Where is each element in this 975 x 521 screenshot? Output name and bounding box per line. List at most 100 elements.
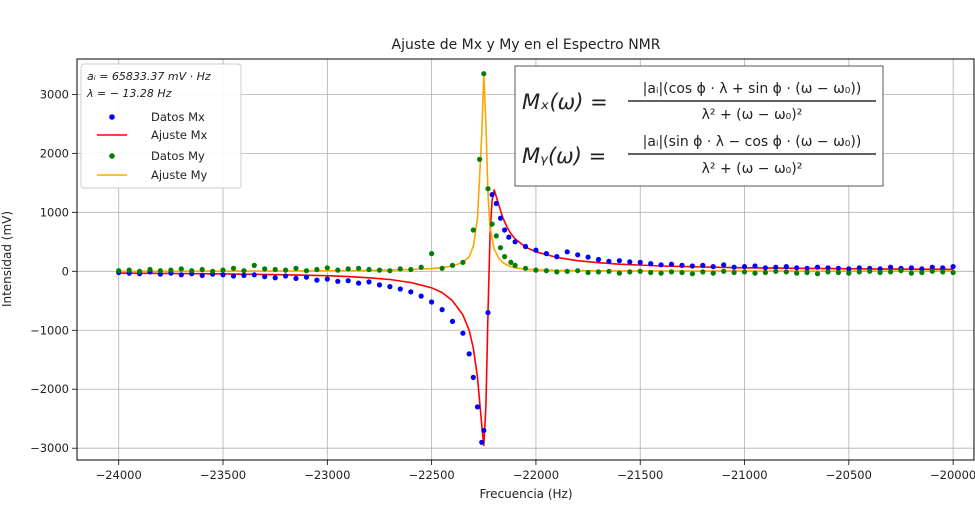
- point-datos-my: [387, 268, 393, 274]
- point-datos-mx: [485, 310, 491, 316]
- point-datos-mx: [616, 258, 623, 264]
- formula-my-numerator: |aᵢ|(sin ϕ · λ − cos ϕ · (ω − ω₀)): [643, 134, 862, 150]
- point-datos-mx: [335, 278, 341, 284]
- point-datos-mx: [814, 264, 821, 270]
- point-datos-mx: [825, 265, 831, 271]
- point-datos-mx: [606, 258, 612, 264]
- y-tick-label: 3000: [40, 87, 69, 101]
- point-datos-mx: [846, 266, 852, 272]
- point-datos-my: [606, 268, 612, 274]
- x-axis-ticks: −24000 −23500 −23000 −22500 −22000 −21500 −210…: [96, 460, 975, 482]
- point-datos-my: [324, 265, 330, 271]
- legend-label-datos-mx: Datos Mx: [151, 110, 205, 124]
- point-datos-my: [485, 186, 491, 192]
- point-datos-mx: [762, 265, 769, 271]
- x-tick-label: −21500: [617, 468, 663, 482]
- point-datos-mx: [366, 279, 372, 285]
- point-datos-mx: [773, 264, 779, 270]
- point-datos-my: [439, 265, 445, 271]
- y-tick-label: −1000: [30, 323, 69, 337]
- point-datos-my: [508, 259, 514, 265]
- point-datos-mx: [637, 259, 643, 265]
- point-datos-mx: [721, 262, 727, 268]
- point-datos-mx: [418, 293, 424, 299]
- point-datos-my: [689, 271, 696, 277]
- point-datos-my: [752, 270, 758, 276]
- point-datos-mx: [648, 261, 654, 267]
- point-datos-my: [668, 269, 675, 275]
- series-line-ajuste-my: [118, 72, 954, 273]
- point-datos-mx: [512, 239, 518, 245]
- point-datos-my: [408, 266, 414, 273]
- point-datos-mx: [220, 272, 226, 278]
- point-datos-mx: [262, 274, 268, 280]
- point-datos-mx: [794, 265, 800, 271]
- point-datos-my: [460, 259, 466, 265]
- point-datos-my: [648, 269, 654, 276]
- point-datos-my: [199, 266, 205, 273]
- point-datos-my: [950, 269, 956, 276]
- point-datos-mx: [741, 264, 748, 270]
- point-datos-mx: [710, 264, 716, 270]
- point-datos-mx: [272, 275, 278, 281]
- formula-mx-numerator: |aᵢ|(cos ϕ · λ + sin ϕ · (ω − ω₀)): [643, 81, 862, 97]
- formula-my-denominator: λ² + (ω − ω₀)²: [702, 161, 803, 177]
- point-datos-mx: [888, 264, 894, 270]
- point-datos-mx: [908, 265, 915, 271]
- point-datos-my: [262, 266, 268, 272]
- point-datos-mx: [804, 265, 810, 271]
- point-datos-my: [741, 269, 748, 275]
- point-datos-mx: [575, 252, 581, 258]
- point-datos-mx: [474, 404, 481, 410]
- point-datos-mx: [877, 266, 883, 272]
- point-datos-my: [773, 268, 779, 274]
- point-datos-my: [126, 267, 132, 273]
- point-datos-mx: [293, 275, 299, 281]
- point-datos-my: [230, 265, 237, 271]
- point-datos-my: [585, 269, 591, 276]
- legend-marker-datos-my: [109, 153, 115, 159]
- point-datos-my: [429, 251, 435, 257]
- point-datos-mx: [783, 264, 789, 270]
- point-datos-my: [418, 264, 424, 270]
- y-axis-label: Intensidad (mV): [0, 211, 14, 307]
- x-tick-label: −20500: [826, 468, 872, 482]
- x-axis-label: Frecuencia (Hz): [479, 487, 572, 501]
- point-datos-mx: [668, 261, 675, 267]
- point-datos-my: [137, 268, 143, 274]
- x-tick-label: −23000: [304, 468, 350, 482]
- point-datos-my: [481, 71, 487, 77]
- point-datos-mx: [466, 351, 472, 357]
- point-datos-mx: [554, 254, 560, 260]
- point-datos-my: [366, 266, 372, 273]
- point-datos-my: [835, 269, 842, 276]
- point-datos-mx: [493, 200, 499, 207]
- point-datos-my: [251, 262, 257, 268]
- point-datos-mx: [376, 282, 383, 288]
- point-datos-mx: [940, 265, 946, 271]
- point-datos-mx: [627, 259, 633, 265]
- point-datos-mx: [397, 286, 403, 292]
- point-datos-my: [856, 269, 862, 275]
- point-datos-mx: [283, 273, 289, 279]
- point-datos-my: [533, 267, 539, 273]
- point-datos-mx: [470, 374, 476, 380]
- point-datos-my: [867, 268, 873, 274]
- point-datos-mx: [700, 262, 706, 268]
- point-datos-mx: [449, 318, 456, 324]
- point-datos-my: [658, 270, 664, 276]
- point-datos-mx: [481, 427, 487, 434]
- point-datos-mx: [230, 273, 237, 279]
- legend: aᵢ = 65833.37 mV · Hz λ = − 13.28 Hz Dat…: [80, 63, 242, 189]
- x-tick-label: −24000: [96, 468, 142, 482]
- point-datos-my: [477, 156, 483, 162]
- point-datos-my: [877, 269, 883, 276]
- point-datos-mx: [543, 251, 550, 257]
- point-datos-my: [794, 270, 800, 276]
- point-datos-mx: [689, 263, 696, 269]
- point-datos-my: [157, 268, 163, 274]
- x-tick-label: −23500: [200, 468, 246, 482]
- point-datos-mx: [595, 256, 602, 263]
- plot-frame: [76, 58, 975, 461]
- point-datos-my: [710, 270, 716, 276]
